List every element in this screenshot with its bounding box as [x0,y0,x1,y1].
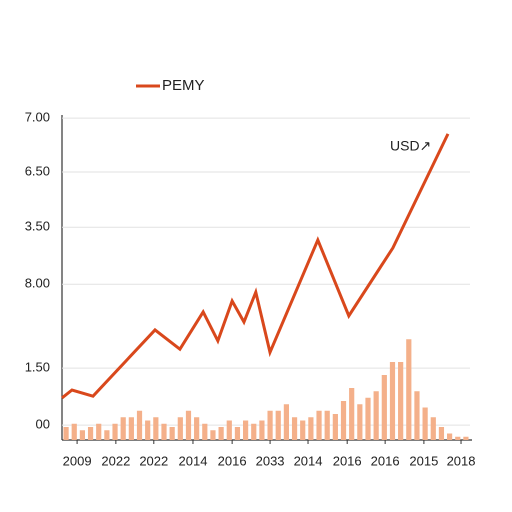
bar [340,401,347,440]
x-tick-label: 2033 [256,453,285,468]
bar [185,410,192,440]
bar [324,410,330,440]
bar [161,423,167,440]
bar [447,433,453,440]
x-tick-label: 2015 [409,453,438,468]
bar [357,404,363,440]
bar [96,423,102,440]
bar [381,375,387,440]
x-tick-label: 2014 [294,453,323,468]
x-tick-label: 2022 [139,453,168,468]
y-tick-label: 1.50 [25,360,50,375]
bar [169,427,175,440]
bar [177,417,183,440]
x-tick-label: 2016 [218,453,247,468]
bar [145,420,151,440]
bar [373,391,379,440]
bar [389,362,396,440]
bar [128,417,134,440]
x-tick-label: 2018 [447,453,476,468]
bar [422,407,428,440]
bar [455,436,461,440]
bar [283,404,289,440]
legend-label: PEMY [162,77,205,94]
y-tick-label: 3.50 [25,219,50,234]
bar [251,423,257,440]
bar [300,420,306,440]
bar [267,410,273,440]
y-tick-label: 6.50 [25,163,50,178]
bar [414,391,420,440]
bar [87,427,94,440]
y-tick-label: 00 [36,417,50,432]
x-tick-label: 2016 [371,453,400,468]
bar [120,417,126,440]
x-tick-label: 2014 [179,453,208,468]
bar [406,339,412,440]
line [61,133,450,400]
bar [194,417,200,440]
bar [79,430,85,440]
bar [438,427,445,440]
bar [243,420,249,440]
bar [210,430,216,440]
bar [112,423,118,440]
bar [291,417,298,440]
bar [463,436,469,440]
bar [275,410,281,440]
bar [71,423,77,440]
bar [398,362,404,440]
annotation: USD↗ [390,138,431,154]
bar [104,430,110,440]
x-tick-label: 2016 [333,453,362,468]
y-tick-label: 8.00 [25,276,50,291]
x-tick-label: 2009 [63,453,92,468]
bar [226,420,232,440]
bar [308,417,314,440]
bar [349,388,355,440]
bar [332,414,338,440]
bar [259,420,265,440]
bar [430,417,436,440]
bar [136,410,143,440]
bar [234,427,241,440]
bar [202,423,208,440]
bar [218,427,224,440]
x-tick-label: 2022 [101,453,130,468]
bar [316,410,322,440]
bar [365,397,371,440]
y-tick-label: 7.00 [25,110,50,125]
bar [63,427,69,440]
bar [153,417,159,440]
